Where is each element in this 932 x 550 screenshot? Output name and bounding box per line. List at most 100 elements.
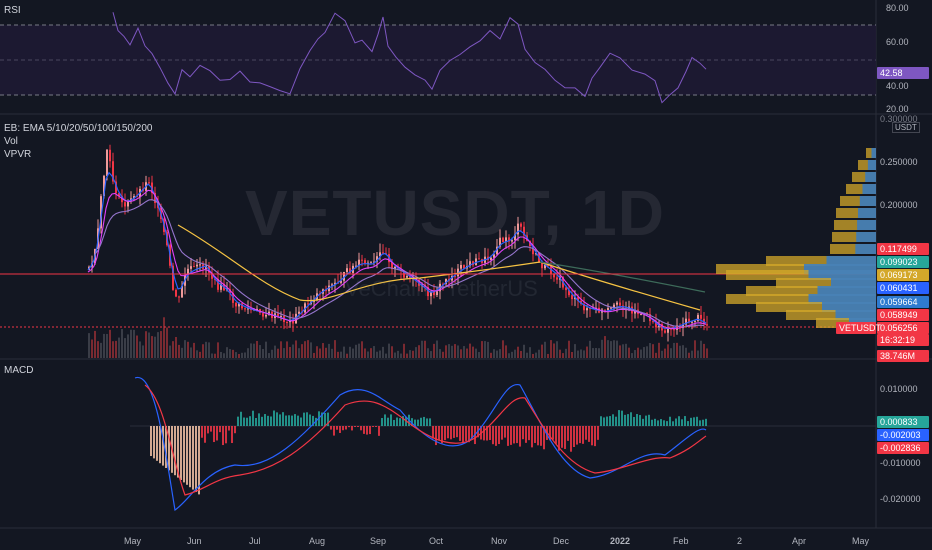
volume-bar [403, 343, 405, 358]
volume-bar [505, 345, 507, 358]
ema-indicator-label[interactable]: EB: EMA 5/10/20/50/100/150/200 [4, 123, 153, 134]
macd-histogram-bar [552, 426, 554, 440]
macd-histogram-bar [372, 426, 374, 427]
candle-body [604, 309, 606, 311]
vpvr-bar-segment [857, 220, 876, 230]
candle-body [100, 196, 102, 229]
candle-body [172, 265, 174, 290]
volume-bar [430, 351, 432, 358]
volume-bar [184, 340, 186, 358]
macd-histogram-bar [366, 426, 368, 435]
volume-bar [280, 341, 282, 358]
macd-histogram-bar [465, 426, 467, 442]
macd-histogram-bar [156, 426, 158, 461]
volume-bar [475, 348, 477, 358]
candle-body [619, 302, 621, 306]
volume-bar [424, 340, 426, 358]
volume-bar [271, 349, 273, 358]
macd-histogram-bar [663, 420, 665, 426]
macd-histogram-bar [186, 426, 188, 485]
volume-bar [415, 347, 417, 358]
volume-bar [274, 345, 276, 358]
candle-body [154, 192, 156, 203]
macd-histogram-bar [357, 426, 359, 427]
candle-body [406, 276, 408, 278]
vpvr-bar [832, 232, 876, 242]
macd-histogram-bar [258, 413, 260, 426]
candle-body [460, 264, 462, 269]
volume-bar [682, 345, 684, 358]
candle-body [616, 302, 618, 305]
volume-bar [679, 345, 681, 358]
candle-body [247, 308, 249, 310]
volume-bar [523, 344, 525, 358]
macd-histogram-bar [528, 426, 530, 441]
macd-histogram-bar [198, 426, 200, 495]
volume-bar [586, 346, 588, 358]
macd-histogram-bar [255, 417, 257, 426]
macd-histogram-bar [648, 414, 650, 426]
candle-body [607, 308, 609, 311]
candle-body [133, 196, 135, 199]
candle-body [181, 285, 183, 298]
volume-bar [598, 348, 600, 358]
vpvr-bar [746, 286, 876, 296]
time-label-2022: 2022 [610, 536, 631, 546]
candle-body [553, 274, 555, 278]
macd-histogram-bar [489, 426, 491, 440]
volume-bar [301, 344, 303, 358]
volume-bar [139, 341, 141, 358]
macd-histogram-bar [285, 415, 287, 426]
vpvr-bar [776, 278, 876, 288]
ema-20-line [94, 199, 705, 328]
candle-body [655, 322, 657, 328]
macd-histogram-bar [324, 412, 326, 426]
candle-body [379, 252, 381, 257]
candle-body [367, 262, 369, 264]
candle-body [610, 307, 612, 309]
candle-body [292, 319, 294, 324]
volume-bar [619, 345, 621, 358]
candle-body [358, 259, 360, 266]
candle-body [334, 282, 336, 285]
macd-histogram-bar [213, 426, 215, 443]
volume-bar [631, 353, 633, 358]
volume-label[interactable]: Vol [4, 136, 18, 147]
volume-bar [676, 342, 678, 358]
candle-body [196, 264, 198, 267]
macd-label[interactable]: MACD [4, 365, 34, 376]
macd-histogram-bar [339, 426, 341, 433]
volume-bar [346, 353, 348, 358]
macd-histogram-bar [705, 418, 707, 426]
volume-bar [547, 353, 549, 358]
vpvr-bar-segment [859, 196, 876, 206]
macd-histogram-bar [507, 426, 509, 446]
volume-bar [580, 349, 582, 358]
macd-histogram-bar [423, 416, 425, 426]
macd-histogram-bar [585, 426, 587, 440]
candle-body [583, 303, 585, 311]
symbol-watermark-sub: VeChain / TetherUS [345, 276, 538, 301]
macd-histogram-bar [615, 416, 617, 426]
candle-body [685, 318, 687, 325]
candle-body [463, 264, 465, 269]
candle-body [535, 253, 537, 255]
volume-bar [577, 350, 579, 358]
macd-histogram-bar [348, 426, 350, 428]
vpvr-bar-segment [822, 302, 876, 312]
macd-histogram-bar [435, 426, 437, 446]
macd-histogram-bar [579, 426, 581, 444]
currency-label[interactable]: USDT [892, 122, 920, 133]
volume-bar [97, 341, 99, 358]
volume-bar [376, 351, 378, 358]
volume-bar [385, 353, 387, 358]
macd-histogram-bar [453, 426, 455, 438]
vpvr-label[interactable]: VPVR [4, 149, 32, 160]
candle-body [502, 237, 504, 243]
volume-bar [604, 336, 606, 358]
macd-histogram-bar [603, 417, 605, 426]
volume-bar [568, 340, 570, 358]
macd-histogram-bar [327, 412, 329, 426]
candle-body [343, 271, 345, 281]
